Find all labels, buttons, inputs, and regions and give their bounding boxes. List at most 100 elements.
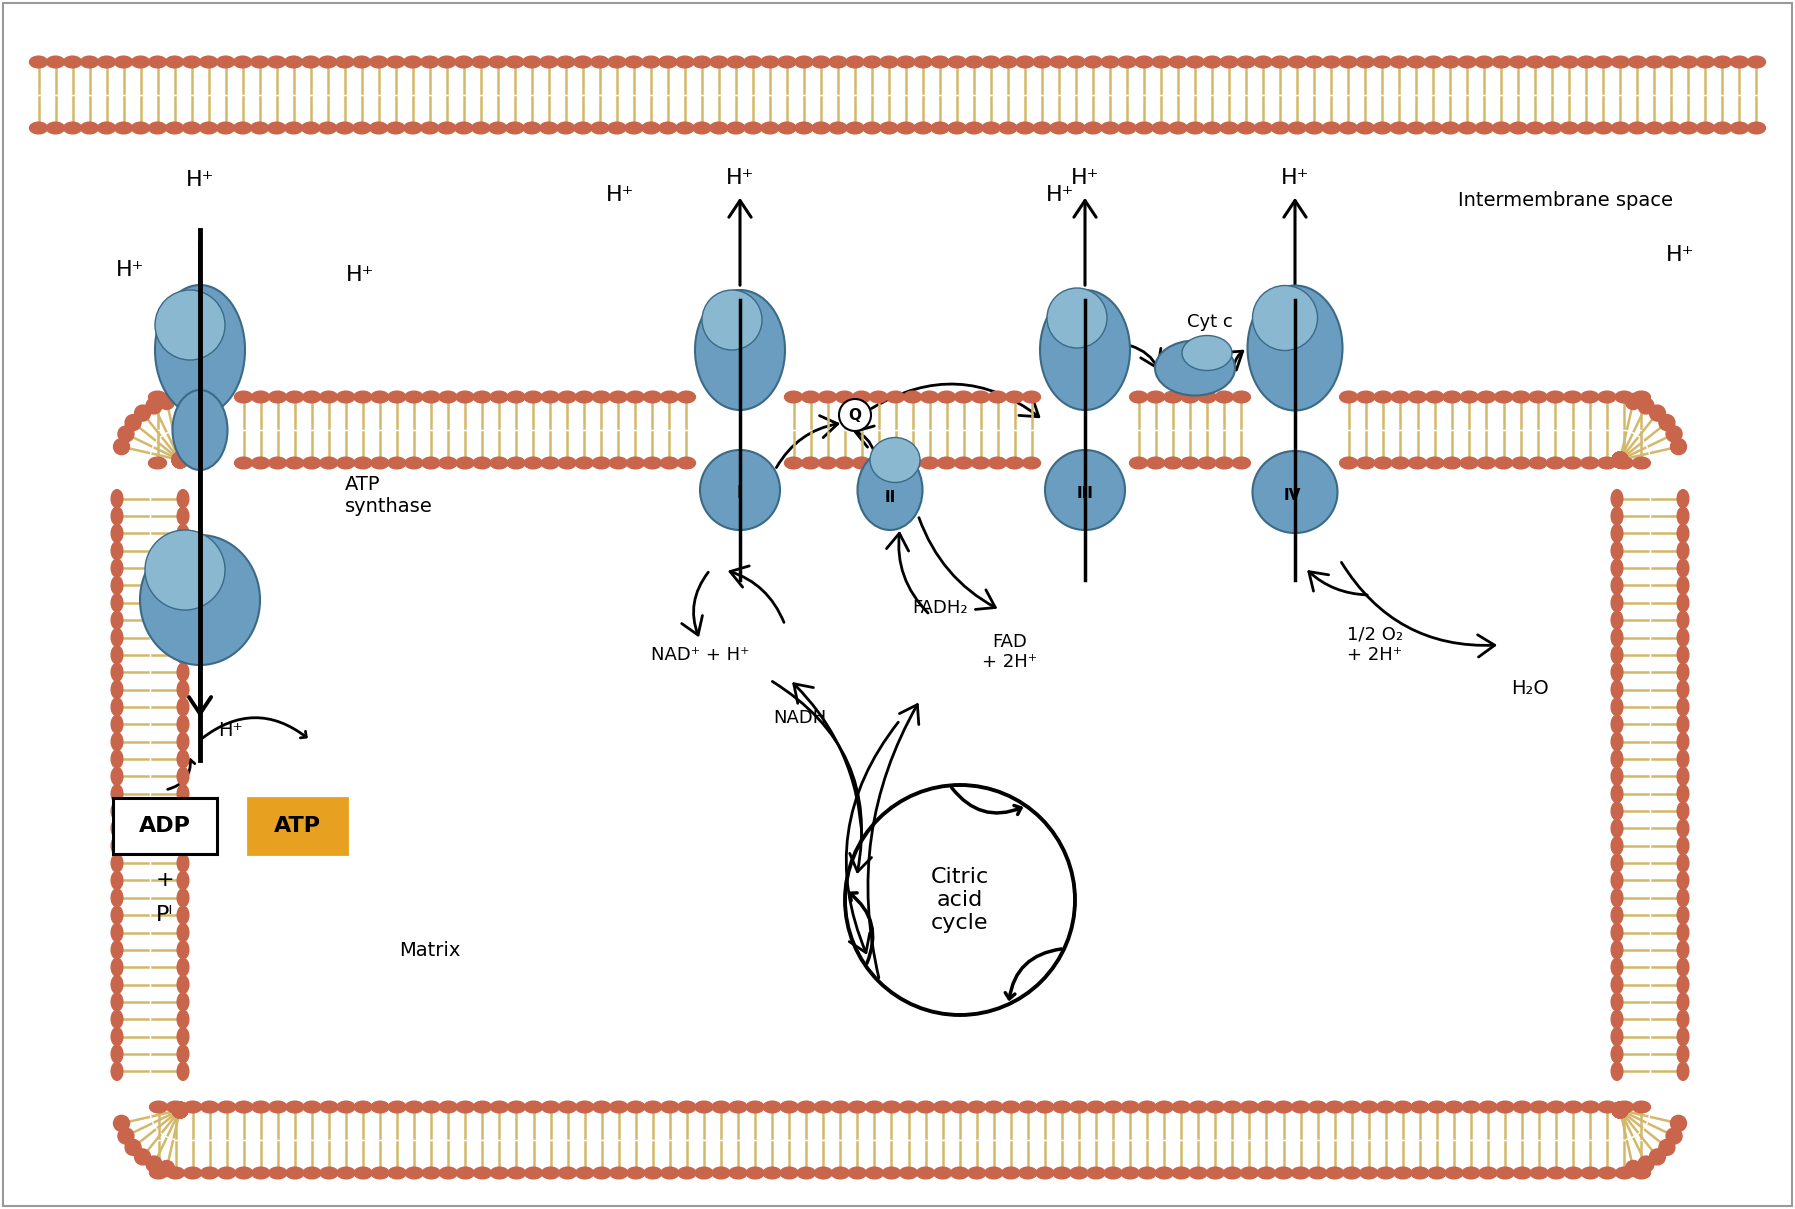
Ellipse shape	[172, 452, 188, 468]
Ellipse shape	[115, 122, 133, 134]
Ellipse shape	[1407, 122, 1425, 134]
Ellipse shape	[488, 56, 506, 68]
Ellipse shape	[178, 854, 188, 872]
Ellipse shape	[440, 392, 458, 403]
Ellipse shape	[269, 457, 287, 469]
Ellipse shape	[845, 122, 863, 134]
Ellipse shape	[1612, 490, 1623, 508]
Ellipse shape	[591, 122, 609, 134]
Ellipse shape	[178, 629, 188, 647]
Ellipse shape	[702, 290, 763, 349]
Ellipse shape	[592, 1167, 610, 1179]
Ellipse shape	[853, 457, 871, 469]
Ellipse shape	[1271, 122, 1289, 134]
Ellipse shape	[784, 457, 802, 469]
Ellipse shape	[1190, 1167, 1208, 1179]
Ellipse shape	[372, 457, 390, 469]
Ellipse shape	[111, 854, 122, 872]
Ellipse shape	[269, 1101, 287, 1112]
Ellipse shape	[1327, 1101, 1344, 1112]
Ellipse shape	[97, 56, 115, 68]
Ellipse shape	[1612, 907, 1623, 924]
Ellipse shape	[113, 439, 129, 455]
Ellipse shape	[1343, 1167, 1361, 1179]
Ellipse shape	[679, 1101, 696, 1112]
Ellipse shape	[63, 122, 81, 134]
Ellipse shape	[1594, 122, 1612, 134]
Ellipse shape	[1016, 56, 1034, 68]
Ellipse shape	[388, 457, 406, 469]
Ellipse shape	[178, 507, 188, 525]
Ellipse shape	[1680, 56, 1698, 68]
Ellipse shape	[178, 785, 188, 803]
Ellipse shape	[1323, 122, 1341, 134]
Ellipse shape	[1016, 122, 1034, 134]
Ellipse shape	[178, 490, 188, 508]
Ellipse shape	[251, 1101, 269, 1112]
Ellipse shape	[1461, 1167, 1481, 1179]
Ellipse shape	[1612, 924, 1623, 942]
Ellipse shape	[1070, 1167, 1088, 1179]
Ellipse shape	[1361, 1101, 1379, 1112]
Ellipse shape	[1495, 1167, 1515, 1179]
Ellipse shape	[609, 392, 626, 403]
Ellipse shape	[178, 559, 188, 577]
Ellipse shape	[1545, 392, 1563, 403]
Ellipse shape	[1066, 122, 1086, 134]
Ellipse shape	[81, 56, 99, 68]
Ellipse shape	[354, 1101, 372, 1112]
Ellipse shape	[506, 122, 524, 134]
Ellipse shape	[1616, 392, 1633, 403]
Ellipse shape	[111, 1028, 122, 1046]
Ellipse shape	[178, 611, 188, 629]
Ellipse shape	[1023, 457, 1041, 469]
Ellipse shape	[201, 1167, 219, 1179]
Ellipse shape	[1662, 122, 1680, 134]
Ellipse shape	[1441, 56, 1459, 68]
Ellipse shape	[269, 392, 287, 403]
Ellipse shape	[1612, 1028, 1623, 1046]
Ellipse shape	[1118, 56, 1136, 68]
Ellipse shape	[1357, 392, 1375, 403]
Ellipse shape	[955, 457, 973, 469]
Ellipse shape	[1255, 56, 1273, 68]
Ellipse shape	[165, 56, 183, 68]
Ellipse shape	[1748, 56, 1766, 68]
Ellipse shape	[1677, 490, 1689, 508]
Ellipse shape	[267, 56, 285, 68]
Ellipse shape	[695, 290, 784, 410]
Ellipse shape	[1632, 392, 1650, 403]
Ellipse shape	[372, 392, 390, 403]
Ellipse shape	[1510, 56, 1528, 68]
Ellipse shape	[932, 122, 950, 134]
Ellipse shape	[1248, 285, 1343, 411]
Ellipse shape	[1411, 1101, 1429, 1112]
Ellipse shape	[472, 56, 490, 68]
Text: FADH₂: FADH₂	[912, 598, 968, 617]
Ellipse shape	[183, 56, 201, 68]
Ellipse shape	[524, 1101, 542, 1112]
Ellipse shape	[372, 1101, 390, 1112]
Text: H⁺: H⁺	[1046, 185, 1073, 206]
Ellipse shape	[1612, 452, 1628, 468]
Ellipse shape	[1612, 993, 1623, 1011]
Ellipse shape	[1547, 1167, 1565, 1179]
Ellipse shape	[320, 1167, 337, 1179]
Ellipse shape	[802, 457, 820, 469]
Ellipse shape	[869, 457, 887, 469]
Ellipse shape	[474, 1167, 492, 1179]
Ellipse shape	[883, 1167, 901, 1179]
Ellipse shape	[1677, 854, 1689, 872]
Ellipse shape	[1563, 457, 1581, 469]
Ellipse shape	[111, 889, 122, 907]
Ellipse shape	[524, 1167, 542, 1179]
Ellipse shape	[1677, 681, 1689, 699]
Ellipse shape	[1612, 1101, 1628, 1118]
Ellipse shape	[661, 457, 679, 469]
Ellipse shape	[865, 1101, 883, 1112]
Ellipse shape	[1511, 392, 1529, 403]
Ellipse shape	[1459, 392, 1477, 403]
Ellipse shape	[887, 457, 905, 469]
Ellipse shape	[966, 56, 984, 68]
Ellipse shape	[1409, 392, 1427, 403]
